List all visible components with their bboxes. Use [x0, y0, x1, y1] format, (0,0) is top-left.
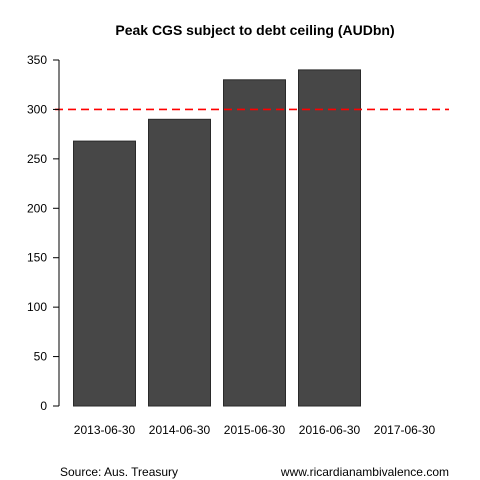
y-axis: 0 50 100 150 200 250 300 350 — [27, 53, 60, 413]
bar-2013-06-30 — [73, 140, 136, 407]
x-tick-label: 2015-06-30 — [224, 423, 286, 437]
x-axis: 2013-06-30 2014-06-30 2015-06-30 2016-06-30… — [74, 423, 436, 437]
x-tick-label: 2017-06-30 — [374, 423, 436, 437]
y-tick-label: 250 — [27, 152, 47, 166]
website-caption: www.ricardianambivalence.com — [280, 465, 449, 479]
y-tick-label: 350 — [27, 53, 47, 67]
bars-layer — [73, 69, 361, 407]
x-tick-label: 2014-06-30 — [149, 423, 211, 437]
bar-2014-06-30 — [148, 118, 211, 407]
x-tick-label: 2016-06-30 — [299, 423, 361, 437]
y-tick-label: 200 — [27, 201, 47, 215]
chart-title: Peak CGS subject to debt ceiling (AUDbn) — [115, 22, 394, 38]
y-tick-label: 150 — [27, 251, 47, 265]
x-tick-label: 2013-06-30 — [74, 423, 136, 437]
y-tick-label: 300 — [27, 102, 47, 116]
bar-2015-06-30 — [223, 79, 286, 407]
source-caption: Source: Aus. Treasury — [60, 465, 178, 479]
y-tick-label: 0 — [40, 399, 47, 413]
y-tick-label: 100 — [27, 300, 47, 314]
bar-2016-06-30 — [298, 69, 361, 407]
y-tick-label: 50 — [34, 350, 48, 364]
